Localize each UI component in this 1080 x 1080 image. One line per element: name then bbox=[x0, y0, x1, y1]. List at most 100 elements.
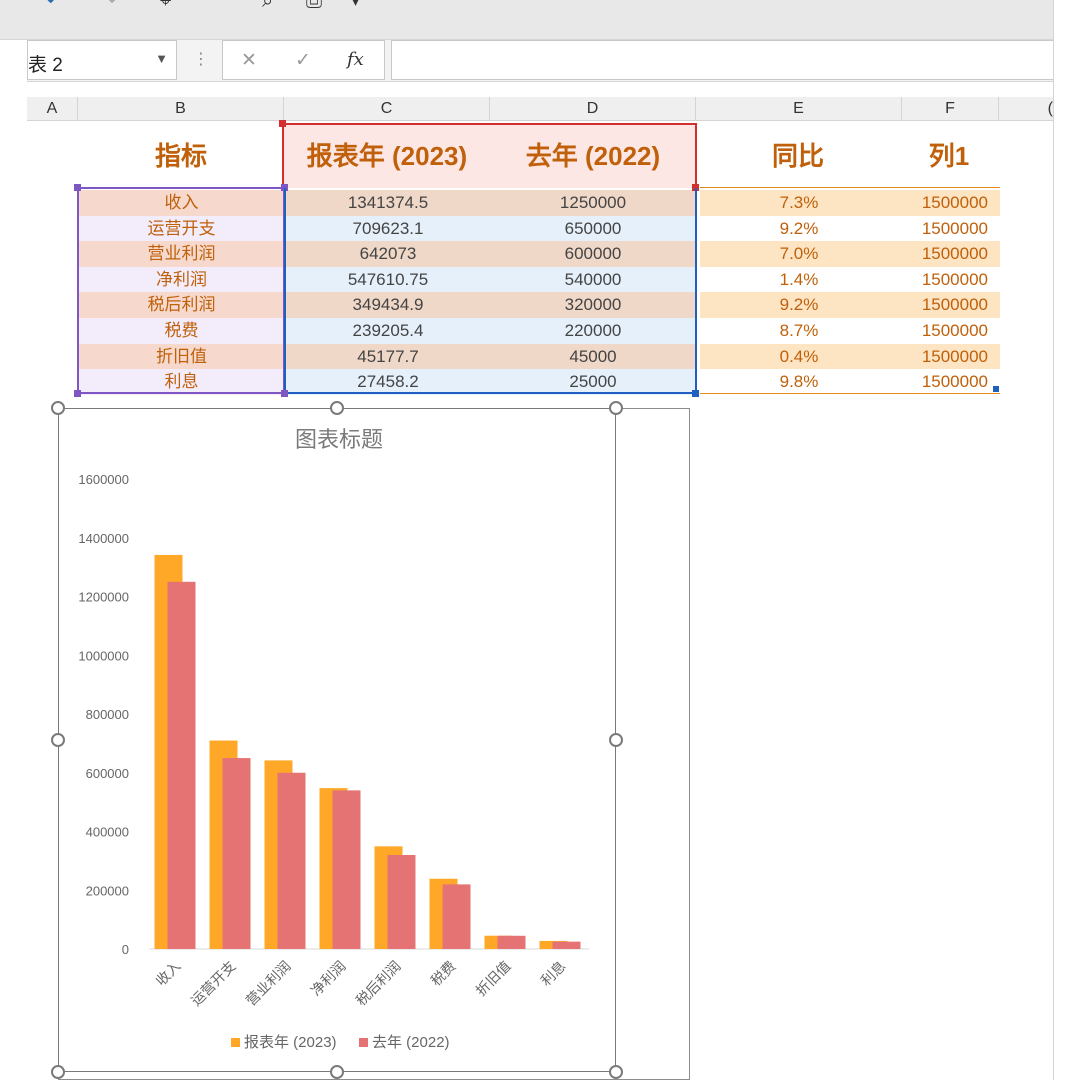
column-header-a[interactable]: A bbox=[27, 97, 78, 121]
cell-yoy[interactable]: 9.2% bbox=[700, 292, 898, 318]
cell-2022[interactable]: 540000 bbox=[491, 266, 695, 293]
formula-input[interactable] bbox=[391, 40, 1053, 80]
insert-function-icon[interactable]: fx bbox=[347, 49, 364, 70]
enter-icon[interactable]: ✓ bbox=[295, 50, 311, 71]
header-yoy[interactable]: 同比 bbox=[771, 141, 824, 171]
chart-title: 图表标题 bbox=[295, 427, 383, 452]
y-tick-label: 400000 bbox=[86, 825, 129, 840]
table-resize-handle[interactable] bbox=[993, 386, 999, 392]
cell-col1[interactable]: 1500000 bbox=[898, 215, 1000, 242]
chevron-down-icon[interactable]: ▼ bbox=[155, 51, 168, 66]
cell-col1[interactable]: 1500000 bbox=[898, 266, 1000, 293]
chart-resize-handle[interactable] bbox=[330, 401, 344, 415]
undo-icon[interactable]: ↶ bbox=[46, 0, 63, 12]
cell-2023[interactable]: 709623.1 bbox=[285, 215, 491, 242]
cell-yoy[interactable]: 7.0% bbox=[700, 241, 898, 267]
chart-resize-handle[interactable] bbox=[330, 1065, 344, 1079]
legend-swatch-2023 bbox=[231, 1038, 240, 1047]
chart-area[interactable]: 图表标题 0 200000 400000 600000 800000 1000000 1200… bbox=[58, 408, 690, 1080]
cell-indicator[interactable]: 运营开支 bbox=[79, 215, 284, 242]
cell-col1[interactable]: 1500000 bbox=[898, 292, 1000, 318]
chart-resize-handle[interactable] bbox=[609, 1065, 623, 1079]
cell-yoy[interactable]: 7.3% bbox=[700, 190, 898, 216]
cell-col1[interactable]: 1500000 bbox=[898, 241, 1000, 267]
chart-resize-handle[interactable] bbox=[609, 401, 623, 415]
cell-col1[interactable]: 1500000 bbox=[898, 343, 1000, 370]
column-header-e[interactable]: E bbox=[696, 97, 902, 121]
cell-yoy[interactable]: 9.8% bbox=[700, 369, 898, 395]
cell-indicator[interactable]: 净利润 bbox=[79, 266, 284, 293]
name-box-value: 表 2 bbox=[28, 55, 63, 76]
cell-2022[interactable]: 220000 bbox=[491, 318, 695, 344]
legend-swatch-2022 bbox=[359, 1038, 368, 1047]
cell-2023[interactable]: 1341374.5 bbox=[285, 190, 491, 216]
print-preview-icon[interactable]: ⌕ bbox=[262, 0, 274, 12]
column-header-g[interactable]: ( bbox=[1047, 100, 1053, 117]
selection-handle[interactable] bbox=[281, 184, 288, 191]
column-header-b[interactable]: B bbox=[78, 97, 284, 121]
legend-label-2023: 报表年 (2023) bbox=[244, 1034, 337, 1051]
print-icon[interactable]: ⎙ bbox=[306, 0, 322, 12]
cell-2023[interactable]: 349434.9 bbox=[285, 292, 491, 318]
cell-yoy[interactable]: 0.4% bbox=[700, 343, 898, 370]
selection-handle[interactable] bbox=[279, 120, 286, 127]
x-tick-label: 净利润 bbox=[308, 958, 349, 999]
cell-indicator[interactable]: 税后利润 bbox=[79, 292, 284, 318]
cell-col1[interactable]: 1500000 bbox=[898, 318, 1000, 344]
header-indicator[interactable]: 指标 bbox=[154, 141, 207, 171]
cell-yoy[interactable]: 8.7% bbox=[700, 318, 898, 344]
bar-2022 bbox=[167, 581, 196, 949]
cell-indicator[interactable]: 折旧值 bbox=[79, 343, 284, 370]
header-2023[interactable]: 报表年 (2023) bbox=[284, 124, 490, 188]
column-header-f[interactable]: F bbox=[902, 97, 999, 121]
cell-col1[interactable]: 1500000 bbox=[898, 190, 1000, 216]
header-2022[interactable]: 去年 (2022) bbox=[490, 124, 696, 188]
cell-indicator[interactable]: 利息 bbox=[79, 369, 284, 395]
header-col1[interactable]: 列1 bbox=[928, 141, 970, 171]
cell-2022[interactable]: 1250000 bbox=[491, 190, 695, 216]
cell-indicator[interactable]: 收入 bbox=[79, 190, 284, 216]
selection-handle[interactable] bbox=[281, 390, 288, 397]
column-header-d[interactable]: D bbox=[490, 97, 696, 121]
column-header-c[interactable]: C bbox=[284, 97, 490, 121]
chart-resize-handle[interactable] bbox=[51, 401, 65, 415]
chart-resize-handle[interactable] bbox=[51, 1065, 65, 1079]
y-tick-label: 600000 bbox=[86, 766, 129, 781]
cell-2022[interactable]: 650000 bbox=[491, 215, 695, 242]
cell-indicator[interactable]: 营业利润 bbox=[79, 241, 284, 267]
fill-color-icon[interactable] bbox=[200, 0, 224, 12]
bar-2022 bbox=[387, 855, 416, 949]
selection-handle[interactable] bbox=[692, 184, 699, 191]
bar-chart: 图表标题 0 200000 400000 600000 800000 1000000 1200… bbox=[78, 427, 589, 1051]
y-tick-label: 800000 bbox=[86, 707, 129, 722]
more-options-icon[interactable]: ⋮ bbox=[193, 51, 209, 68]
chart-resize-handle[interactable] bbox=[609, 733, 623, 747]
cancel-icon[interactable]: ✕ bbox=[241, 50, 257, 71]
cell-yoy[interactable]: 9.2% bbox=[700, 215, 898, 242]
chart-resize-handle[interactable] bbox=[51, 733, 65, 747]
format-painter-icon[interactable]: ⌖ bbox=[160, 0, 172, 12]
cell-2022[interactable]: 320000 bbox=[491, 292, 695, 318]
cell-2022[interactable]: 600000 bbox=[491, 241, 695, 267]
selection-handle[interactable] bbox=[692, 390, 699, 397]
cell-2023[interactable]: 27458.2 bbox=[285, 369, 491, 395]
cell-2022[interactable]: 25000 bbox=[491, 369, 695, 395]
y-tick-label: 1400000 bbox=[78, 531, 129, 546]
selection-handle[interactable] bbox=[74, 184, 81, 191]
x-tick-label: 营业利润 bbox=[243, 958, 294, 1009]
cell-2023[interactable]: 45177.7 bbox=[285, 343, 491, 370]
column-headers: A B C D E F ( bbox=[27, 97, 1053, 121]
x-tick-label: 税费 bbox=[428, 958, 459, 989]
customize-icon[interactable]: ▾ bbox=[352, 0, 360, 9]
x-tick-label: 折旧值 bbox=[473, 958, 514, 999]
cell-2022[interactable]: 45000 bbox=[491, 343, 695, 370]
cell-indicator[interactable]: 税费 bbox=[79, 318, 284, 344]
selection-handle[interactable] bbox=[74, 390, 81, 397]
cell-2023[interactable]: 642073 bbox=[285, 241, 491, 267]
cell-2023[interactable]: 239205.4 bbox=[285, 318, 491, 344]
cell-yoy[interactable]: 1.4% bbox=[700, 266, 898, 293]
name-box[interactable]: 表 2 ▼ bbox=[27, 40, 177, 80]
cell-col1[interactable]: 1500000 bbox=[898, 369, 1000, 395]
cell-2023[interactable]: 547610.75 bbox=[285, 266, 491, 293]
redo-icon[interactable]: ↷ bbox=[100, 0, 117, 12]
